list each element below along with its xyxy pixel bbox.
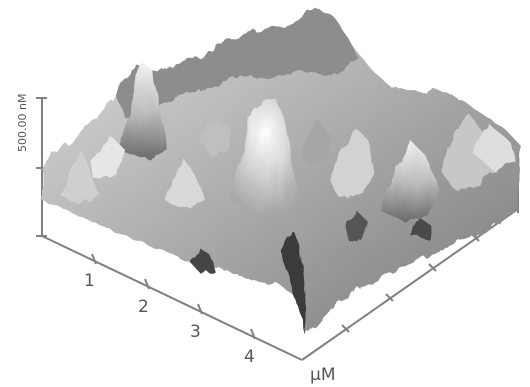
x-axis-line bbox=[41, 235, 303, 361]
x-axis-tick-label-4: 4 bbox=[244, 347, 255, 367]
x-axis-tick-label-3: 3 bbox=[190, 322, 201, 342]
x-axis-tick-label-2: 2 bbox=[138, 297, 149, 317]
y-axis-tick bbox=[341, 324, 350, 333]
x-axis-tick bbox=[250, 328, 256, 340]
z-axis-label: 500.00 nM bbox=[16, 94, 29, 152]
afm-surface bbox=[42, 8, 520, 335]
y-axis-line bbox=[301, 208, 519, 361]
x-axis-unit-label: μM bbox=[310, 365, 335, 385]
x-axis-tick bbox=[91, 253, 97, 265]
x-axis-tick bbox=[144, 278, 150, 290]
y-axis-tick bbox=[385, 293, 394, 302]
axes bbox=[36, 97, 519, 361]
y-axis-tick bbox=[428, 263, 437, 272]
x-axis-tick-label-1: 1 bbox=[84, 271, 95, 291]
x-axis-tick bbox=[197, 303, 203, 315]
